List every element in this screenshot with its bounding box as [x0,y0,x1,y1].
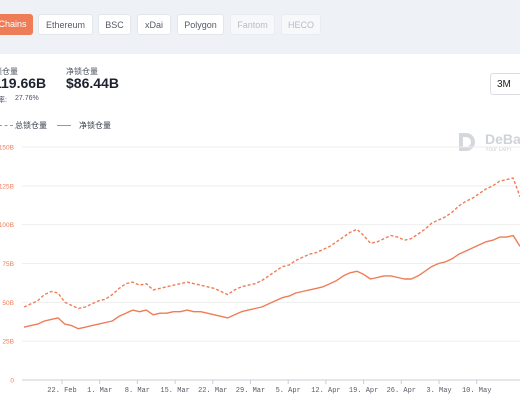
watermark-tagline: Your DeFi [485,147,512,153]
y-tick-label: 25B [2,339,14,346]
y-tick-label: 0 [10,378,14,385]
watermark-brand: DeBa [485,131,520,147]
x-tick-label: 10. May [462,387,491,395]
series-line-net [23,234,520,330]
tab-xdai[interactable]: xDai [137,14,171,35]
y-tick-label: 150B [0,145,14,152]
tab-bsc[interactable]: BSC [98,14,131,35]
chain-tabs-bar: Chains Ethereum BSC xDai Polygon Fantom … [0,0,520,54]
x-tick-label: 22. Mar [198,387,227,395]
tab-polygon[interactable]: Polygon [177,14,224,35]
x-tick-label: 29. Mar [236,387,265,395]
total-locked-value: 119.66B [0,75,47,91]
tab-chains[interactable]: Chains [0,14,33,35]
legend-net-swatch [57,125,71,126]
x-tick-label: 5. Apr [276,387,301,395]
x-tick-label: 1. Mar [87,387,112,395]
y-tick-label: 125B [0,183,14,190]
total-locked-label: 锁仓量 [0,67,18,76]
y-tick-label: 100B [0,222,14,229]
x-tick-label: 22. Feb [47,387,76,395]
x-tick-label: 3. May [426,387,451,395]
ratio-label: 率: [0,97,7,104]
x-tick-label: 26. Apr [387,387,416,395]
legend-net-label: 净锁仓量 [79,121,111,130]
net-locked-value: $86.44B [66,75,119,91]
x-tick-label: 19. Apr [349,387,378,395]
net-locked-label: 净锁仓量 [66,67,98,76]
x-tick-label: 12. Apr [311,387,340,395]
legend-total-swatch [0,125,13,126]
series-line-total [23,177,520,310]
legend-total-label: 总锁仓量 [15,121,47,130]
y-tick-label: 75B [2,261,14,268]
chart-card [0,54,520,400]
x-tick-label: 15. Mar [160,387,189,395]
x-tick-label: 8. Mar [125,387,150,395]
tab-fantom[interactable]: Fantom [230,14,275,35]
tab-heco[interactable]: HECO [281,14,321,35]
ratio-value: 27.76% [15,95,39,102]
range-selector[interactable]: 3M [490,73,520,95]
y-tick-label: 50B [2,300,14,307]
tab-ethereum[interactable]: Ethereum [38,14,93,35]
